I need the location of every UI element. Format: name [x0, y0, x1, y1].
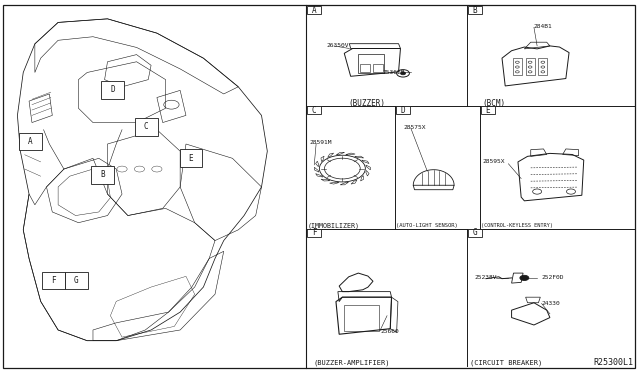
- Bar: [468, 229, 482, 237]
- Bar: [344, 305, 380, 331]
- Text: R25300L1: R25300L1: [593, 358, 633, 367]
- Text: 25362B: 25362B: [383, 70, 405, 76]
- Text: 252F0D: 252F0D: [541, 275, 564, 280]
- Text: 25238V: 25238V: [474, 275, 497, 280]
- Bar: [538, 58, 547, 75]
- Text: G: G: [473, 228, 477, 237]
- Bar: [101, 81, 124, 99]
- Bar: [513, 58, 522, 75]
- Text: D: D: [110, 85, 115, 94]
- Text: A: A: [312, 6, 317, 15]
- Text: (BUZZER): (BUZZER): [349, 99, 386, 108]
- Text: G: G: [74, 276, 78, 285]
- Text: B: B: [100, 170, 105, 179]
- Bar: [42, 272, 65, 289]
- Text: (CIRCUIT BREAKER): (CIRCUIT BREAKER): [470, 359, 542, 366]
- Text: 25660: 25660: [381, 329, 399, 334]
- Text: F: F: [312, 228, 317, 237]
- Text: 28575X: 28575X: [404, 125, 426, 130]
- Text: E: E: [189, 154, 193, 163]
- Text: B: B: [473, 6, 477, 15]
- Text: A: A: [28, 137, 33, 146]
- Bar: [525, 58, 534, 75]
- Bar: [373, 64, 383, 72]
- Text: 26350V: 26350V: [326, 43, 349, 48]
- Bar: [360, 64, 371, 72]
- Text: (IMMOBILIZER): (IMMOBILIZER): [308, 222, 360, 229]
- Text: C: C: [144, 122, 148, 131]
- Text: F: F: [51, 276, 56, 285]
- Bar: [307, 6, 321, 15]
- Bar: [19, 133, 42, 150]
- Text: E: E: [486, 106, 490, 115]
- Circle shape: [520, 275, 529, 280]
- Bar: [65, 272, 88, 289]
- Text: C: C: [312, 106, 317, 115]
- Bar: [135, 118, 158, 136]
- Text: (BCM): (BCM): [483, 99, 506, 108]
- Text: (BUZZER-AMPLIFIER): (BUZZER-AMPLIFIER): [314, 359, 390, 366]
- Bar: [396, 106, 410, 115]
- Bar: [307, 106, 321, 115]
- Text: (CONTROL-KEYLESS ENTRY): (CONTROL-KEYLESS ENTRY): [481, 223, 553, 228]
- Text: D: D: [401, 106, 405, 115]
- Text: 28591M: 28591M: [309, 140, 332, 145]
- Text: (AUTO-LIGHT SENSOR): (AUTO-LIGHT SENSOR): [396, 223, 458, 228]
- Bar: [468, 6, 482, 15]
- Bar: [179, 149, 202, 167]
- Bar: [358, 54, 384, 73]
- Text: 24330: 24330: [541, 301, 561, 306]
- Bar: [481, 106, 495, 115]
- Text: 28595X: 28595X: [483, 160, 506, 164]
- Bar: [307, 229, 321, 237]
- Bar: [92, 166, 115, 184]
- Circle shape: [401, 72, 406, 75]
- Text: 284B1: 284B1: [534, 24, 553, 29]
